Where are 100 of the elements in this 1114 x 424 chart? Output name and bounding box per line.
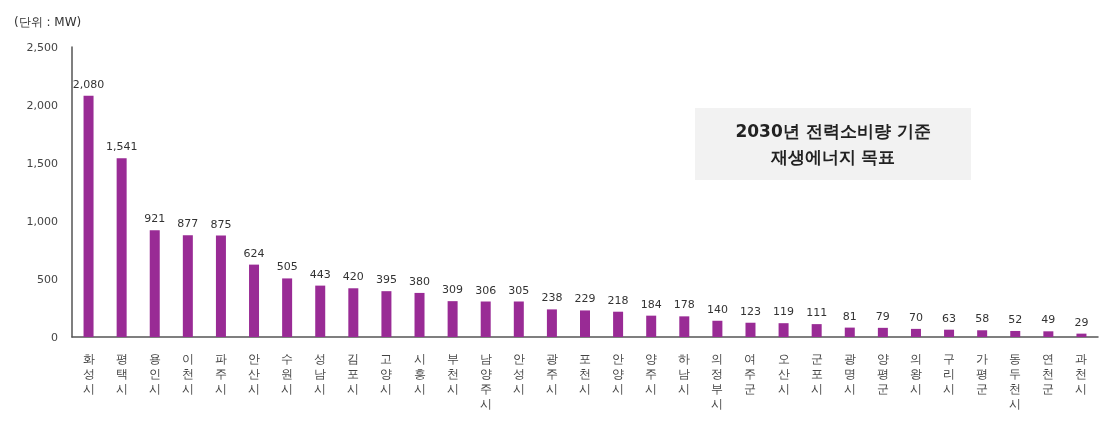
x-tick-label: 과천시 (1075, 351, 1088, 396)
x-tick-label: 오산시 (777, 351, 790, 396)
y-tick-label: 2,500 (26, 40, 58, 54)
data-label: 178 (673, 298, 695, 312)
bar (447, 301, 458, 337)
data-label: 52 (1008, 312, 1023, 326)
x-tick-label: 군포시 (810, 351, 823, 396)
bar (646, 315, 657, 337)
data-label: 81 (842, 309, 857, 323)
x-tick-label: 양평군 (876, 351, 889, 396)
data-label: 624 (243, 246, 265, 260)
y-tick-label: 1,000 (26, 214, 58, 228)
bar (83, 95, 94, 337)
bar (513, 301, 524, 337)
y-tick-label: 500 (37, 272, 58, 286)
data-label: 306 (475, 283, 497, 297)
bar (712, 320, 723, 337)
x-tick-label: 안양시 (612, 351, 625, 396)
x-tick-label: 광주시 (545, 351, 558, 396)
y-tick-label: 1,500 (26, 156, 58, 170)
bar (580, 310, 590, 337)
data-label: 229 (574, 292, 596, 306)
data-label: 119 (773, 305, 795, 319)
x-tick-label: 양주시 (645, 351, 658, 396)
x-tick-label: 이천시 (181, 351, 194, 396)
y-axis-title: (단위 : MW) (14, 15, 82, 29)
x-tick-label: 의정부시 (711, 351, 724, 411)
x-tick-label: 파주시 (214, 351, 227, 396)
y-tick-label: 2,000 (26, 98, 58, 112)
data-label: 921 (144, 212, 166, 226)
data-label: 111 (806, 306, 828, 320)
bar (811, 324, 822, 337)
data-label: 123 (739, 304, 761, 318)
data-label: 184 (640, 297, 662, 311)
bar (348, 288, 359, 337)
text: 2030년 전력소비량 기준 재생에너지 목표 (735, 120, 931, 169)
x-tick-label: 구리시 (943, 351, 956, 396)
x-tick-label: 여주군 (744, 351, 757, 396)
x-tick-label: 화성시 (82, 351, 95, 396)
bar (844, 327, 855, 337)
bar (546, 309, 557, 337)
bar (182, 235, 193, 337)
x-tick-label: 수원시 (281, 351, 294, 396)
x-tick-label: 포천시 (579, 351, 591, 396)
bar (116, 158, 127, 337)
bar (910, 328, 921, 337)
y-tick-label: 0 (51, 330, 58, 344)
data-label: 58 (975, 312, 990, 326)
data-label: 420 (342, 270, 364, 284)
x-tick-label: 고양시 (380, 351, 393, 396)
bar (1043, 331, 1054, 337)
bar (480, 301, 491, 337)
bar (249, 264, 260, 337)
data-label: 309 (442, 283, 464, 297)
x-tick-label: 가평군 (976, 351, 989, 396)
data-label: 380 (409, 274, 431, 288)
x-tick-label: 하남시 (678, 351, 691, 396)
data-label: 79 (875, 309, 890, 323)
data-label: 218 (607, 293, 629, 307)
bar (215, 235, 226, 337)
bar (877, 327, 888, 337)
data-label: 875 (210, 217, 232, 231)
x-tick-label: 용인시 (148, 351, 161, 396)
x-tick-label: 김포시 (347, 351, 360, 396)
x-tick-label: 안성시 (512, 351, 525, 396)
bar (149, 230, 160, 337)
x-tick-label: 성남시 (314, 351, 327, 396)
bar (282, 278, 293, 337)
x-tick-label: 의왕시 (909, 351, 922, 396)
bar (778, 323, 789, 337)
x-tick-label: 부천시 (446, 351, 459, 396)
data-label: 63 (942, 311, 957, 325)
bar (315, 285, 326, 337)
x-tick-label: 남양주시 (479, 351, 492, 411)
bar (613, 311, 624, 337)
bar (679, 316, 690, 337)
data-label: 305 (508, 283, 530, 297)
data-label: 395 (375, 273, 397, 287)
bar (944, 329, 955, 337)
x-tick-label: 평택시 (115, 351, 128, 396)
x-tick-label: 안산시 (248, 351, 261, 396)
bar (414, 292, 425, 337)
data-label: 29 (1074, 315, 1089, 329)
data-label: 70 (908, 310, 923, 324)
data-label: 877 (177, 217, 199, 231)
data-label: 1,541 (105, 140, 138, 154)
bar (1010, 330, 1021, 337)
data-label: 49 (1041, 313, 1056, 327)
bar (977, 330, 988, 337)
data-label: 2,080 (72, 77, 105, 91)
bar (745, 322, 756, 337)
data-label: 443 (309, 267, 331, 281)
data-label: 238 (541, 291, 563, 305)
bar (381, 291, 392, 337)
x-tick-label: 동두천시 (1009, 351, 1022, 411)
x-tick-label: 광명시 (843, 351, 856, 396)
x-tick-label: 시흥시 (413, 351, 426, 396)
x-tick-label: 연천군 (1042, 351, 1055, 396)
data-label: 505 (276, 260, 298, 274)
data-label: 140 (706, 302, 728, 316)
